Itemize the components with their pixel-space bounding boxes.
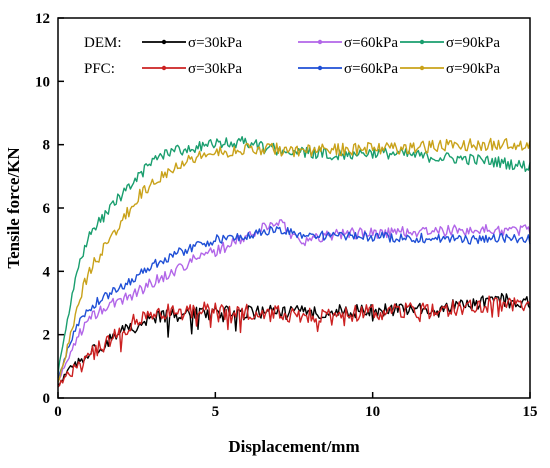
series-line-pfc60 — [57, 225, 531, 379]
x-tick-label: 0 — [54, 404, 62, 420]
plot-lines — [57, 135, 531, 388]
x-tick-label: 5 — [212, 404, 220, 420]
legend-marker — [161, 65, 167, 71]
series-line-pfc90 — [57, 137, 531, 383]
legend-row-label: PFC: — [84, 61, 115, 77]
series-line-dem90 — [57, 135, 531, 375]
series-line-dem30 — [57, 292, 531, 386]
y-tick-label: 0 — [43, 391, 51, 407]
series-line-dem60 — [57, 219, 531, 383]
legend: DEM: PFC: σ=30kPa σ=60kPa σ=90kPa σ=30kPa σ=60… — [84, 35, 500, 77]
y-tick-label: 8 — [43, 138, 51, 154]
legend-entry-label: σ=60kPa — [344, 61, 398, 77]
legend-marker — [419, 65, 425, 71]
legend-entry-label: σ=30kPa — [188, 61, 242, 77]
legend-entry-label: σ=60kPa — [344, 35, 398, 51]
legend-marker — [161, 39, 167, 45]
axis-ticks: 0 5 10 15 0 2 4 6 8 10 12 — [35, 11, 538, 420]
legend-entry-label: σ=30kPa — [188, 35, 242, 51]
y-tick-label: 6 — [43, 201, 51, 217]
y-tick-label: 10 — [35, 74, 50, 90]
x-tick-label: 15 — [523, 404, 538, 420]
legend-entry-label: σ=90kPa — [446, 61, 500, 77]
legend-entry-label: σ=90kPa — [446, 35, 500, 51]
y-tick-label: 4 — [43, 264, 51, 280]
legend-marker — [317, 39, 323, 45]
series-line-pfc30 — [57, 295, 531, 388]
y-tick-label: 2 — [43, 328, 51, 344]
legend-row-label: DEM: — [84, 35, 122, 51]
x-axis-label: Displacement/mm — [228, 437, 359, 456]
legend-marker — [317, 65, 323, 71]
x-tick-label: 10 — [365, 404, 380, 420]
y-tick-label: 12 — [35, 11, 50, 27]
legend-marker — [419, 39, 425, 45]
y-axis-label: Tensile force/KN — [4, 147, 23, 269]
